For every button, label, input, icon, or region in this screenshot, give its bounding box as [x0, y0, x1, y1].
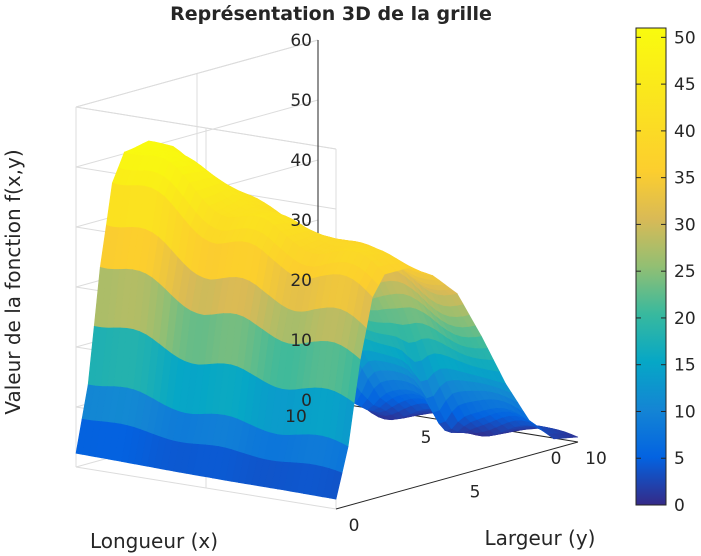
x-tick-label: 5 [421, 428, 432, 448]
z-tick-label: 40 [290, 151, 312, 171]
z-tick-label: 20 [290, 271, 312, 291]
z-tick-label: 10 [290, 331, 312, 351]
colorbar-tick-label: 5 [674, 449, 685, 469]
y-axis-line [335, 441, 579, 510]
x-tick-label: 0 [551, 449, 562, 469]
colorbar-tick-label: 0 [674, 496, 685, 516]
surface-patch [329, 470, 343, 500]
colorbar [635, 27, 667, 506]
colorbar-tick-label: 45 [674, 75, 696, 95]
colorbar-tick-label: 25 [674, 262, 696, 282]
y-tick-label: 10 [585, 449, 607, 469]
y-axis-label: Largeur (y) [485, 526, 596, 550]
colorbar-tick-label: 35 [674, 169, 696, 189]
x-tick-label: 10 [285, 407, 307, 427]
colorbar-ticks: 0 5 10 15 20 25 30 35 40 45 50 [636, 28, 696, 516]
colorbar-tick-label: 20 [674, 309, 696, 329]
surface-plot [75, 140, 579, 500]
colorbar-tick-label: 10 [674, 402, 696, 422]
z-tick-label: 50 [290, 91, 312, 111]
z-axis-label: Valeur de la fonction f(x,y) [1, 149, 25, 414]
z-tick-label: 0 [301, 391, 312, 411]
colorbar-tick-label: 50 [674, 28, 696, 48]
z-tick-label: 60 [290, 31, 312, 51]
colorbar-tick-label: 15 [674, 356, 696, 376]
y-tick-label: 0 [349, 516, 360, 536]
z-tick-label: 30 [290, 211, 312, 231]
chart-title: Représentation 3D de la grille [170, 3, 492, 25]
colorbar-tick-label: 30 [674, 215, 696, 235]
colorbar-tick-label: 40 [674, 122, 696, 142]
y-tick-label: 5 [470, 483, 481, 503]
x-axis-label: Longueur (x) [90, 529, 218, 553]
